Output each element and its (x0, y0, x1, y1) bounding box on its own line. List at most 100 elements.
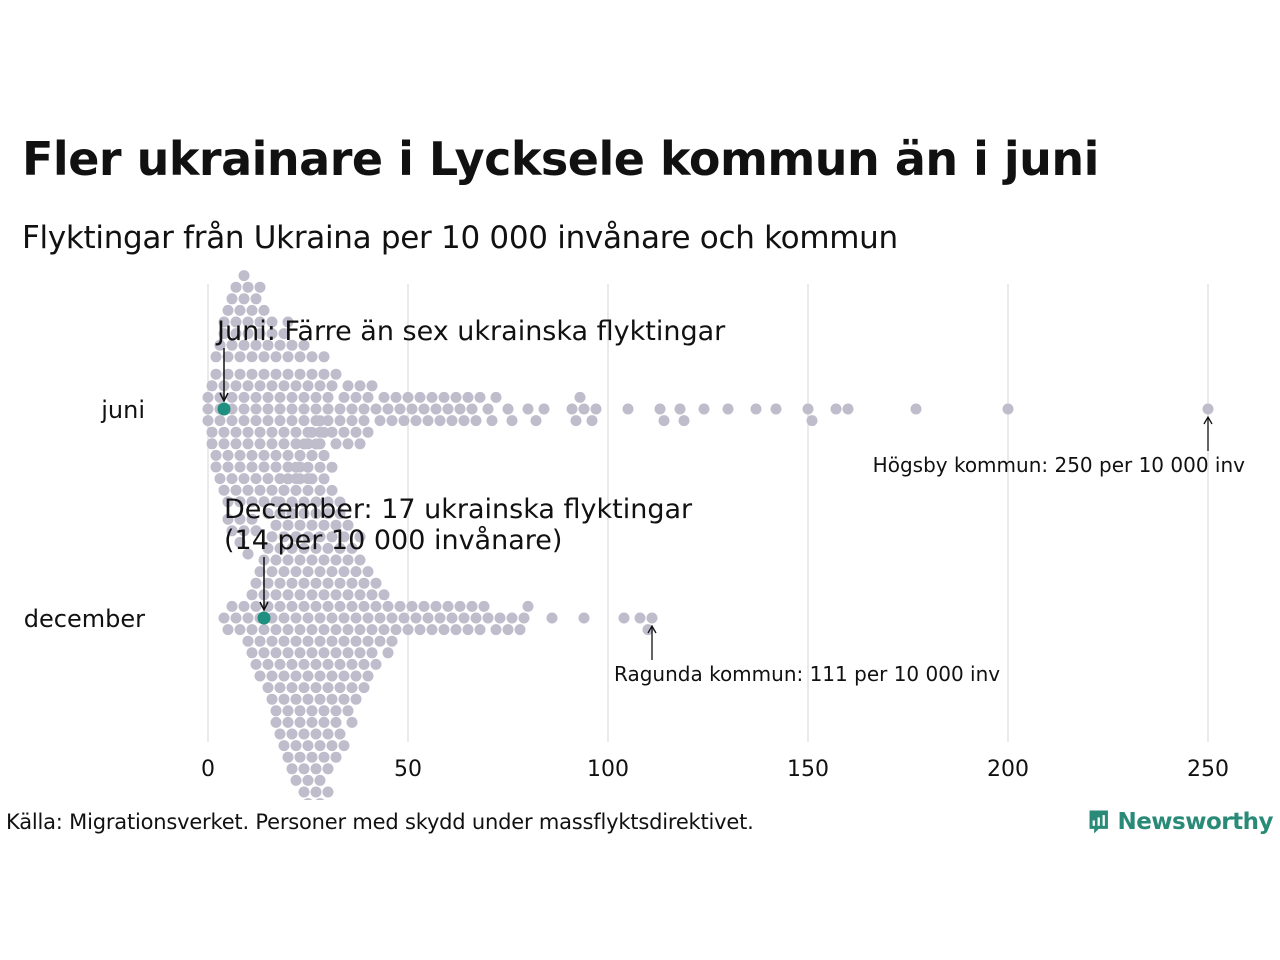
data-point (490, 391, 502, 403)
data-point (334, 508, 346, 520)
data-point (282, 473, 294, 485)
data-point (298, 438, 310, 450)
data-point (386, 612, 398, 624)
data-point (322, 658, 334, 670)
data-point (282, 449, 294, 461)
data-point (290, 612, 302, 624)
data-point (442, 600, 454, 612)
data-point (346, 600, 358, 612)
data-point (522, 403, 534, 415)
data-point (254, 380, 266, 392)
data-point (414, 624, 426, 636)
data-point (578, 403, 590, 415)
data-point (522, 600, 534, 612)
data-point (238, 600, 250, 612)
data-point (246, 624, 258, 636)
data-point (246, 589, 258, 601)
data-point (254, 670, 266, 682)
data-point (278, 612, 290, 624)
data-point (278, 380, 290, 392)
data-point (294, 624, 306, 636)
data-point (414, 391, 426, 403)
data-point (294, 647, 306, 659)
data-point (254, 316, 266, 328)
data-point (238, 339, 250, 351)
data-point (290, 774, 302, 786)
data-point (314, 461, 326, 473)
data-point (290, 426, 302, 438)
data-point (266, 484, 278, 496)
data-point (346, 577, 358, 589)
data-point (270, 589, 282, 601)
data-point (330, 438, 342, 450)
data-point (310, 496, 322, 508)
data-point (282, 368, 294, 380)
data-point (750, 403, 762, 415)
data-point (306, 624, 318, 636)
data-point (234, 624, 246, 636)
data-point (334, 682, 346, 694)
data-point (290, 461, 302, 473)
newsworthy-brand-name: Newsworthy (1117, 809, 1273, 835)
data-point (478, 600, 490, 612)
data-point (282, 461, 294, 473)
data-point (298, 415, 310, 427)
data-point (490, 624, 502, 636)
data-point (382, 403, 394, 415)
data-point (302, 531, 314, 543)
data-point (318, 705, 330, 717)
data-point (234, 536, 246, 548)
data-point (358, 682, 370, 694)
data-point (326, 612, 338, 624)
data-point (570, 415, 582, 427)
data-point (230, 612, 242, 624)
data-point (310, 658, 322, 670)
data-point (246, 461, 258, 473)
data-point (274, 542, 286, 554)
data-point (270, 705, 282, 717)
data-point (266, 328, 278, 340)
data-point (338, 693, 350, 705)
data-point (270, 351, 282, 363)
data-point (306, 450, 318, 462)
data-point (698, 403, 710, 415)
data-point (330, 647, 342, 659)
data-point (346, 716, 358, 728)
data-point (262, 507, 274, 519)
data-point (258, 351, 270, 363)
beeswarm-chart: 0 50 100 150 200 250 juni Juni: Färre än sex uk… (24, 270, 1245, 800)
data-point (266, 531, 278, 543)
data-point (314, 531, 326, 543)
data-point (202, 391, 214, 403)
data-point (250, 577, 262, 589)
data-point (374, 612, 386, 624)
data-point (238, 270, 250, 282)
data-point (678, 415, 690, 427)
data-point (506, 612, 518, 624)
data-point (222, 304, 234, 316)
data-point (362, 670, 374, 682)
data-point (226, 293, 238, 305)
data-point (262, 658, 274, 670)
data-point (314, 670, 326, 682)
data-point (802, 403, 814, 415)
data-point (314, 774, 326, 786)
data-point (278, 328, 290, 340)
data-point (326, 670, 338, 682)
data-point (246, 647, 258, 659)
data-point (242, 380, 254, 392)
highlight-label-line: December: 17 ukrainska flyktingar (224, 494, 693, 525)
data-point (546, 612, 558, 624)
data-point (386, 635, 398, 647)
newsworthy-logo[interactable]: Newsworthy (1088, 802, 1273, 842)
data-point (266, 566, 278, 578)
data-point (298, 763, 310, 775)
data-point (722, 403, 734, 415)
data-point (206, 426, 218, 438)
data-point (226, 525, 238, 537)
data-point (382, 647, 394, 659)
data-point (366, 647, 378, 659)
data-point (218, 438, 230, 450)
data-point (302, 740, 314, 752)
data-point (262, 577, 274, 589)
